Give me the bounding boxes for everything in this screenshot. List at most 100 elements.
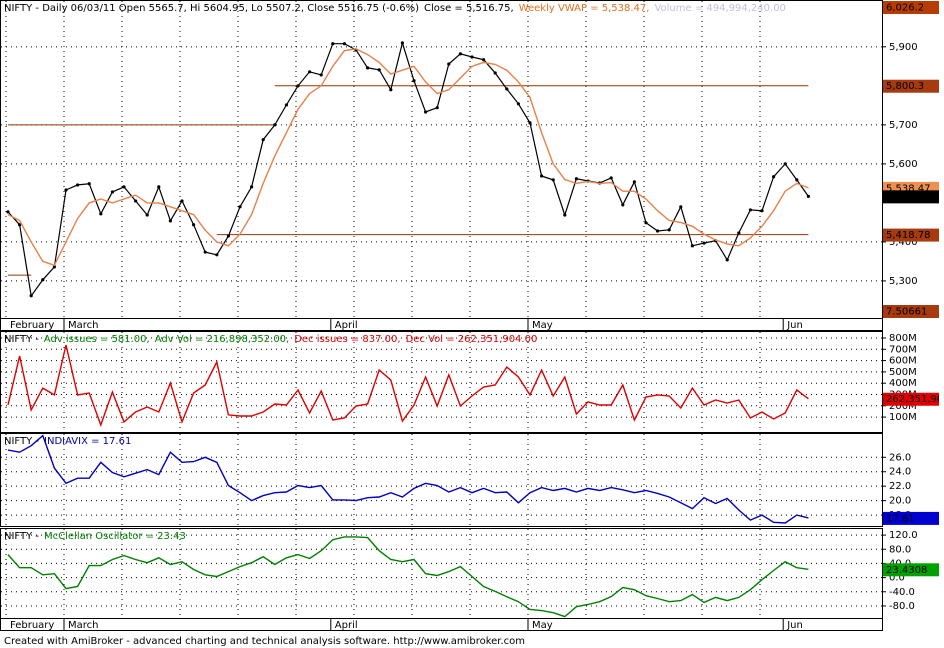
data-point (6, 210, 10, 214)
data-point (772, 175, 776, 179)
value-box-label: 262,351,904 (886, 394, 944, 405)
data-point (412, 79, 416, 83)
data-point (377, 68, 381, 72)
x-tick-label: April (335, 320, 358, 331)
series-line (7, 344, 809, 428)
data-point (621, 203, 625, 207)
data-point (342, 42, 346, 46)
x-tick-label: April (335, 620, 358, 631)
data-point (540, 174, 544, 178)
data-point (505, 87, 509, 91)
data-point (180, 199, 184, 203)
x-tick-label: Jun (786, 320, 803, 331)
value-box (883, 511, 939, 525)
x-tick-label: March (68, 620, 98, 631)
data-point (389, 88, 393, 92)
data-point (273, 123, 277, 127)
x-tick-label: February (10, 620, 54, 631)
series-line (7, 40, 809, 298)
x-tick-label: Jun (786, 620, 803, 631)
data-point (656, 229, 660, 233)
data-point (52, 265, 57, 269)
y-tick-label: 5,400 (889, 237, 918, 248)
y-tick-label: 700M (889, 344, 917, 355)
data-point (760, 209, 764, 213)
data-point (783, 162, 787, 166)
data-point (574, 177, 579, 181)
data-point (679, 205, 683, 209)
data-point (331, 42, 335, 46)
value-box (883, 1, 939, 14)
data-point (458, 52, 462, 56)
data-point (482, 58, 486, 62)
data-point (87, 182, 91, 186)
data-point (296, 84, 300, 88)
data-point (226, 234, 230, 238)
value-box (883, 79, 939, 93)
legend-entry: McClellan Oscillator = 23.43 (44, 531, 186, 542)
data-point (157, 185, 161, 189)
x-tick-label: February (10, 320, 54, 331)
y-tick-label: 26.0 (889, 452, 911, 463)
date-axis (0, 318, 883, 331)
panel-frame (0, 331, 883, 433)
x-tick-label: May (532, 620, 553, 631)
data-point (447, 62, 451, 66)
value-box-label: 6,026.2 (886, 3, 924, 14)
data-point (238, 205, 242, 209)
data-point (435, 106, 439, 110)
data-point (632, 180, 637, 184)
data-point (145, 213, 149, 217)
data-point (424, 110, 428, 114)
data-point (215, 253, 219, 257)
data-point (400, 41, 404, 45)
y-tick-label: -80.0 (889, 601, 915, 612)
date-axis (0, 618, 883, 631)
data-point (308, 70, 312, 74)
y-tick-label: 200M (889, 401, 917, 412)
data-point (18, 223, 22, 227)
value-box-label: 5,538.47 (886, 183, 931, 194)
series-line (7, 536, 809, 618)
value-box (883, 228, 939, 242)
title-text: NIFTY - (4, 334, 39, 345)
panel-title: NIFTY - Adv issues = 581.00, Adv Vol = 216… (4, 334, 537, 345)
value-box-label: 5,418.78 (886, 230, 931, 241)
data-point (203, 250, 207, 254)
title-text: NIFTY - Daily 06/03/11 Open 5565.7, Hi 5… (4, 3, 419, 14)
y-tick-label: 5,300 (889, 276, 918, 287)
data-point (122, 185, 126, 189)
y-tick-label: 500M (889, 367, 917, 378)
data-point (725, 258, 729, 262)
y-tick-label: 5,600 (889, 159, 918, 170)
data-point (99, 212, 103, 216)
title-text: NIFTY - (4, 531, 39, 542)
data-point (41, 278, 45, 282)
legend-entry: Dec Vol = 262,351,904.00 (406, 334, 538, 345)
value-box (883, 305, 939, 318)
data-point (516, 102, 521, 106)
data-point (168, 219, 172, 223)
data-point (737, 231, 741, 235)
data-point (319, 73, 323, 77)
panel-title: NIFTY - Daily 06/03/11 Open 5565.7, Hi 5… (4, 3, 786, 14)
data-point (134, 199, 138, 203)
y-tick-label: 600M (889, 356, 917, 367)
data-point (609, 176, 613, 180)
y-tick-label: 20.0 (889, 496, 911, 507)
data-point (795, 178, 799, 182)
legend-entry: Close = 5,516.75, (424, 3, 514, 14)
data-point (366, 66, 370, 70)
panel-title: NIFTY - INDIAVIX = 17.61 (4, 436, 131, 447)
y-tick-label: 100M (889, 412, 917, 423)
value-box-label: 23.4308 (886, 565, 927, 576)
y-tick-label: 0.0 (889, 573, 905, 584)
legend-entry: Adv issues = 581.00, (44, 334, 150, 345)
y-tick-label: 5,900 (889, 42, 918, 53)
value-box (883, 190, 939, 204)
y-tick-label: 120.0 (889, 530, 918, 541)
legend-entry: Dec issues = 837.00, (294, 334, 400, 345)
data-point (470, 55, 474, 59)
value-box (883, 392, 939, 406)
